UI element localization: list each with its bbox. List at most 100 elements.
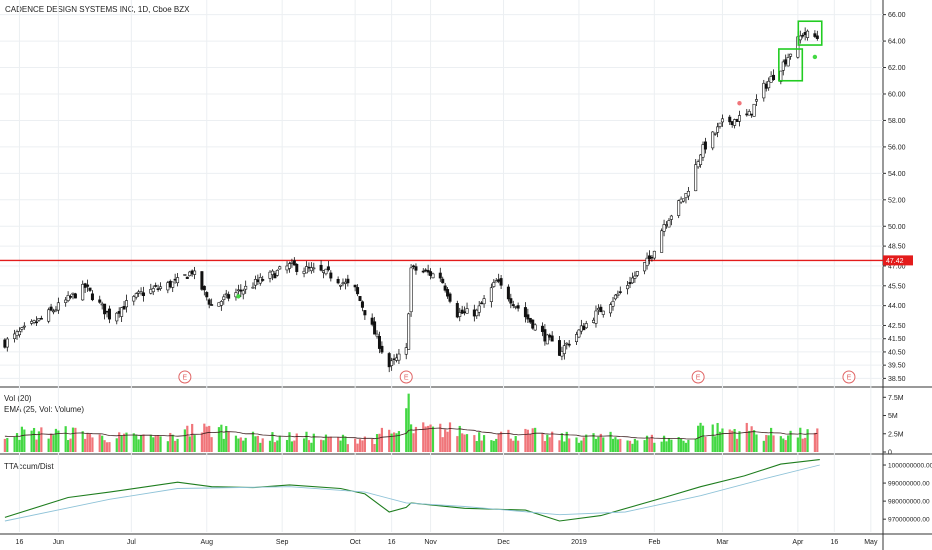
candle-down (69, 296, 73, 298)
volume-bar (704, 436, 707, 452)
candle-up (394, 357, 398, 361)
candle-up (635, 271, 639, 276)
volume-bar (422, 422, 425, 452)
candle-up (137, 291, 141, 294)
volume-bar (816, 428, 819, 452)
candle-up (71, 292, 75, 295)
volume-bar (322, 440, 325, 452)
candle-up (701, 144, 705, 158)
candle-up (20, 327, 24, 330)
volume-bar (261, 438, 264, 452)
volume-bar (373, 443, 376, 452)
volume-bar (159, 436, 162, 452)
candle-down (463, 311, 467, 314)
candle-up (171, 281, 175, 288)
candle-down (528, 317, 532, 323)
candle-up (54, 309, 58, 312)
volume-bar (186, 425, 189, 452)
candle-up (390, 360, 394, 366)
volume-bar (344, 436, 347, 452)
y-tick-label: 62.00 (888, 65, 906, 72)
volume-bar (582, 437, 585, 452)
volume-bar (594, 438, 598, 452)
volume-bar (731, 430, 734, 452)
volume-bar (407, 393, 410, 452)
candle-up (407, 313, 411, 350)
candle-down (412, 265, 416, 268)
volume-bar (563, 441, 566, 452)
volume-bar (193, 435, 196, 452)
volume-bar (752, 430, 756, 452)
candle-up (565, 342, 569, 345)
candle-up (611, 300, 615, 307)
volume-bar (799, 427, 802, 452)
candle-down (326, 266, 330, 271)
volume-bar (251, 431, 255, 452)
candle-up (290, 261, 294, 264)
candle-up (482, 298, 486, 305)
volume-bar (222, 438, 225, 452)
volume-bar (465, 434, 469, 452)
volume-bar (363, 436, 366, 452)
volume-bar (88, 433, 92, 452)
candle-up (781, 61, 785, 71)
x-tick-label: Oct (350, 539, 361, 546)
volume-bar (122, 433, 126, 452)
candle-up (752, 103, 756, 117)
volume-bar (276, 440, 279, 452)
volume-bar (560, 433, 564, 452)
candle-down (647, 255, 651, 260)
volume-bar (98, 434, 101, 452)
candle-up (786, 57, 790, 67)
volume-bar (242, 440, 245, 452)
x-tick-label: Nov (424, 539, 437, 546)
candle-down (346, 278, 350, 284)
y-tick-label: 66.00 (888, 12, 906, 19)
volume-bar (441, 437, 444, 452)
candle-down (548, 334, 552, 338)
volume-bar (188, 436, 191, 452)
candle-down (543, 329, 547, 342)
volume-bar (762, 440, 765, 452)
candle-down (380, 345, 384, 353)
candle-down (735, 119, 739, 122)
candle-down (83, 283, 87, 288)
earnings-marker-label: E (847, 375, 852, 382)
volume-bar (575, 437, 578, 452)
candle-up (66, 295, 70, 301)
volume-bar (225, 426, 228, 452)
volume-bar (480, 440, 483, 452)
volume-bar (478, 432, 481, 452)
y-tick-label: 44.00 (888, 303, 906, 310)
candle-up (115, 312, 119, 322)
candle-up (15, 331, 19, 336)
volume-bar (473, 435, 476, 452)
volume-bar (614, 437, 617, 452)
candle-up (789, 53, 793, 57)
volume-bar (543, 441, 546, 452)
volume-bar (259, 442, 262, 452)
volume-bar (495, 438, 498, 452)
volume-bar (200, 432, 203, 452)
candle-up (514, 306, 518, 308)
x-tick-label: Feb (648, 539, 660, 546)
volume-bar (329, 436, 332, 452)
candle-up (713, 132, 717, 135)
candle-up (798, 35, 802, 41)
volume-bar (356, 443, 359, 452)
candle-down (239, 289, 243, 292)
candle-up (584, 323, 588, 329)
volume-bar (492, 440, 495, 452)
candle-down (205, 292, 209, 298)
volume-bar (169, 432, 172, 452)
candle-down (202, 285, 206, 291)
volume-bar (745, 422, 748, 452)
candle-down (506, 286, 510, 300)
volume-bar (154, 435, 157, 452)
volume-bar (237, 438, 240, 452)
volume-bar (414, 426, 418, 452)
volume-bar (74, 427, 77, 452)
candle-up (431, 273, 435, 279)
volume-bar (157, 435, 160, 452)
